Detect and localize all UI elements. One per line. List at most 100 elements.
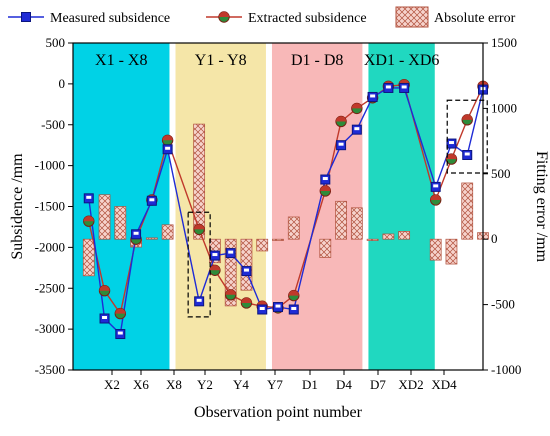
error-bar [161,224,174,240]
extracted-point [161,134,174,146]
x-tick-label: X6 [133,377,149,392]
error-bar [98,194,111,240]
measured-point-highlight [354,127,360,131]
measured-point-highlight [243,268,249,272]
extracted-point [429,194,442,206]
error-bar [398,231,411,240]
measured-point-highlight [86,195,92,199]
extracted-point-top [430,194,441,200]
error-bar [350,207,363,240]
extracted-point-top [320,185,331,191]
measured-point-highlight [322,177,328,181]
extracted-point [98,285,111,297]
y-tick-label: -2000 [35,239,65,254]
extracted-point-top [225,289,236,295]
extracted-point [461,114,473,126]
extracted-point-top [288,290,299,296]
measured-point-highlight [448,141,454,145]
measured-point-highlight [165,146,171,150]
extracted-point-top [115,308,126,314]
y-tick-label: -2500 [35,280,65,295]
highlight-box [446,99,488,174]
measured-point-highlight [196,298,202,302]
extracted-point-top [209,265,221,271]
error-bar [366,238,379,241]
error-bar [256,238,269,252]
x-tick-label: D7 [370,377,386,392]
group-band [175,43,266,370]
legend: Measured subsidence Extracted subsidence A… [8,6,516,28]
measured-point-highlight [291,307,297,311]
y-tick-label: -1000 [35,158,65,173]
extracted-point-top [351,103,363,109]
x-tick-label: D4 [336,377,352,392]
group-label: X1 - X8 [95,52,147,69]
axes: 500 0 -500 -1000 -1500 -2000 -2500 -3000 -3500 15… [9,35,550,421]
extracted-point-top [335,116,347,122]
measured-point-highlight [102,315,108,319]
y-tick-label: 0 [59,76,66,91]
series-markers [83,78,489,340]
extracted-point-top [193,224,205,230]
y2-tick-label: 1500 [491,35,517,50]
x-tick-label: X2 [104,377,120,392]
extracted-point [319,185,332,197]
extracted-point [335,115,347,128]
y-tick-label: -3000 [35,321,65,336]
error-bar [114,206,127,240]
measured-point-highlight [228,250,234,254]
measured-point-highlight [133,231,139,235]
error-bar [319,238,332,258]
y-tick-label: -3500 [35,362,65,377]
measured-point-highlight [433,184,439,188]
measured-point-highlight [117,331,123,335]
extracted-point [83,215,95,227]
legend-extracted-marker-top [218,11,230,17]
extracted-point-top [241,297,252,303]
x-tick-label: Y7 [267,377,283,392]
measured-point-highlight [464,152,470,156]
highlight-box [187,211,211,318]
legend-measured-marker [21,12,31,22]
x-axis-title: Observation point number [194,404,363,421]
y2-tick-label: 0 [491,231,498,246]
extracted-point [209,264,221,276]
y-tick-label: -1500 [35,199,65,214]
x-tick-label: XD2 [398,377,423,392]
measured-point-highlight [370,94,376,98]
extracted-point-top [462,114,473,120]
group-band [271,43,363,370]
y2-tick-label: 500 [491,166,511,181]
error-bar [145,237,158,240]
legend-error-swatch [395,6,429,28]
error-bar [382,233,395,240]
error-bar [335,200,347,240]
measured-point-highlight [401,85,407,89]
extracted-point [288,289,300,302]
extracted-point [240,297,253,309]
measured-point-highlight [338,142,344,146]
legend-label: Extracted subsidence [248,11,367,26]
group-labels: X1 - X8 Y1 - Y8 D1 - D8 XD1 - XD6 [95,52,439,69]
error-bar [240,238,253,291]
extracted-point [445,153,458,165]
error-bar [429,238,442,261]
group-label: Y1 - Y8 [195,52,247,69]
extracted-point-top [83,216,94,222]
y2-axis-title: Fitting error /mm [533,151,550,263]
extracted-point-top [162,135,173,141]
x-tick-label: X8 [166,377,182,392]
measured-point-highlight [275,304,281,308]
measured-point-highlight [385,85,391,89]
measured-point-highlight [212,253,218,257]
error-bar [461,182,474,240]
group-label: XD1 - XD6 [364,52,440,69]
error-bar [445,238,458,265]
error-bar [82,238,95,277]
x-tick-label: D1 [302,377,318,392]
y2-tick-label: -500 [491,297,515,312]
measured-point-highlight [149,198,155,202]
extracted-point [114,307,127,320]
extracted-point-top [99,285,110,291]
